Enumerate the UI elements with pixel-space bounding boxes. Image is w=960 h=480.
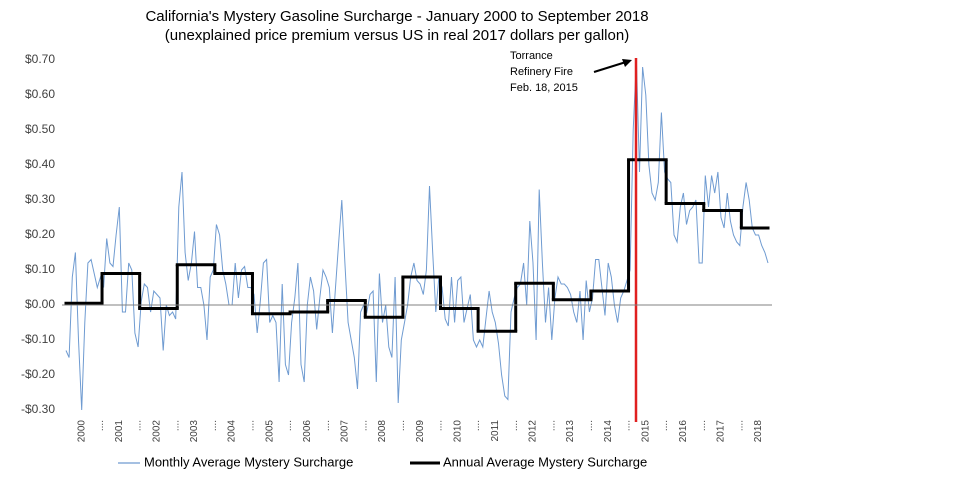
x-tick-label: .... (471, 420, 482, 431)
x-tick-label: 2014 (603, 420, 614, 443)
x-tick-label: .... (546, 420, 557, 431)
legend-label: Annual Average Mystery Surcharge (443, 454, 647, 469)
y-tick-label: $0.50 (25, 122, 55, 136)
x-tick-label: 2002 (152, 420, 163, 443)
x-tick-label: 2018 (753, 420, 764, 443)
y-tick-label: $0.10 (25, 262, 55, 276)
y-tick-label: $0.30 (25, 192, 55, 206)
x-tick-label: .... (434, 420, 445, 431)
x-tick-label: 2001 (114, 420, 125, 443)
y-tick-label: -$0.20 (21, 367, 55, 381)
x-tick-label: .... (208, 420, 219, 431)
x-tick-label: .... (659, 420, 670, 431)
x-tick-label: 2007 (340, 420, 351, 443)
annotation: Feb. 18, 2015 (510, 82, 578, 94)
x-tick-label: 2009 (415, 420, 426, 443)
x-tick-label: .... (584, 420, 595, 431)
y-tick-label: $0.70 (25, 52, 55, 66)
annotation-arrow (593, 61, 627, 73)
x-tick-label: .... (133, 420, 144, 431)
chart-title: California's Mystery Gasoline Surcharge … (145, 8, 648, 25)
x-tick-label: .... (283, 420, 294, 431)
x-tick-label: 2016 (678, 420, 689, 443)
x-tick-label: .... (170, 420, 181, 431)
x-tick-label: .... (697, 420, 708, 431)
plot-area (64, 59, 770, 411)
y-tick-label: -$0.10 (21, 332, 55, 346)
annotation: Torrance (510, 50, 553, 62)
x-tick-label: 2000 (76, 420, 87, 443)
x-tick-label: 2013 (565, 420, 576, 443)
annotation-arrowhead (622, 59, 632, 67)
x-tick-label: 2011 (490, 420, 501, 442)
y-tick-label: -$0.30 (21, 402, 55, 416)
legend-label: Monthly Average Mystery Surcharge (144, 454, 353, 469)
x-tick-label: 2017 (716, 420, 727, 443)
x-tick-label: 2012 (528, 420, 539, 443)
y-tick-label: $0.20 (25, 227, 55, 241)
y-tick-label: $0.40 (25, 157, 55, 171)
x-tick-label: .... (622, 420, 633, 431)
series-line (65, 59, 769, 411)
x-tick-label: .... (734, 420, 745, 431)
y-tick-label: $0.60 (25, 87, 55, 101)
x-tick-label: .... (321, 420, 332, 431)
y-tick-label: $0.00 (25, 297, 55, 311)
x-tick-label: .... (95, 420, 106, 431)
x-tick-label: 2010 (452, 420, 463, 443)
x-tick-label: 2004 (227, 420, 238, 443)
x-tick-label: .... (246, 420, 257, 431)
x-tick-label: 2003 (189, 420, 200, 443)
annotation: Refinery Fire (510, 66, 573, 78)
x-tick-label: 2015 (640, 420, 651, 443)
x-tick-label: .... (358, 420, 369, 431)
x-tick-label: 2006 (302, 420, 313, 443)
x-tick-label: 2008 (377, 420, 388, 443)
x-tick-label: 2005 (264, 420, 275, 443)
chart-subtitle: (unexplained price premium versus US in … (165, 27, 629, 44)
x-tick-label: .... (396, 420, 407, 431)
x-tick-label: .... (509, 420, 520, 431)
